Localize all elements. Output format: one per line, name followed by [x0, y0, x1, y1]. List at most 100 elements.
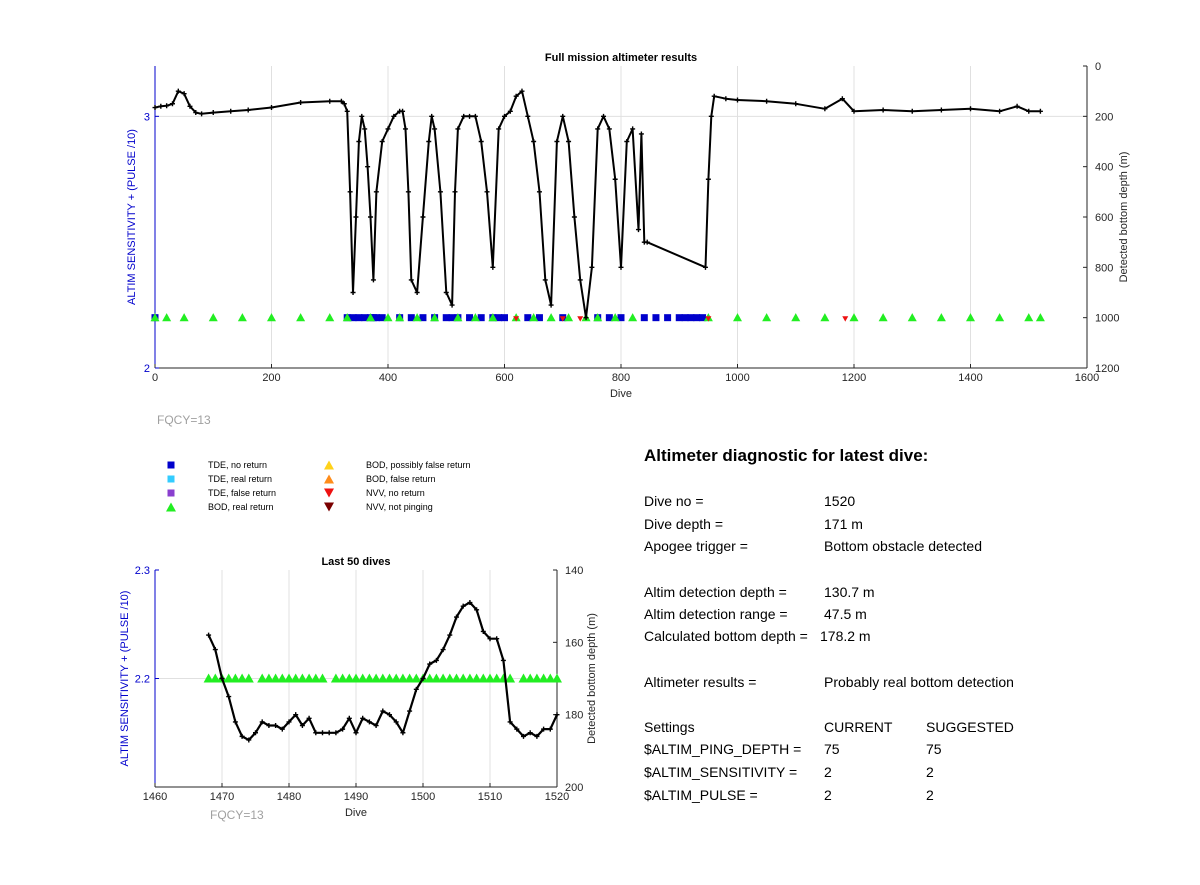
depth-point-marker: [353, 214, 359, 220]
depth-point-marker: [373, 723, 379, 729]
bod-real-return-marker: [593, 313, 603, 322]
depth-point-marker: [360, 715, 366, 721]
y-left-tick-label: 2.3: [135, 565, 150, 577]
depth-point-marker: [638, 131, 644, 137]
bod-real-return-marker: [290, 673, 301, 683]
depth-point-marker: [554, 712, 560, 718]
bod-real-return-marker: [438, 673, 449, 683]
bod-real-return-marker: [397, 673, 408, 683]
bod-real-return-marker: [162, 313, 172, 322]
diag-row-apogee-trigger: Apogee trigger = Bottom obstacle detecte…: [644, 538, 982, 554]
depth-point-marker: [467, 113, 473, 119]
depth-point-marker: [432, 126, 438, 132]
x-tick-label: 600: [495, 372, 513, 384]
depth-point-marker: [426, 139, 432, 144]
diag-row-calculated-bottom: Calculated bottom depth = 178.2 m: [644, 628, 871, 644]
depth-point-marker: [320, 730, 325, 736]
x-tick-label: 1200: [842, 372, 866, 384]
bod-real-return-marker: [505, 673, 516, 683]
y-right-tick-label: 400: [1095, 162, 1113, 174]
depth-point-marker: [519, 88, 525, 94]
depth-point-marker: [521, 733, 526, 739]
depth-point-marker: [391, 113, 397, 119]
bod-real-return-marker: [412, 313, 422, 322]
depth-point-marker: [420, 676, 426, 681]
depth-point-marker: [595, 126, 601, 132]
tde-no-return-marker: [617, 314, 625, 322]
bod-real-return-marker: [296, 313, 306, 322]
legend: TDE, no return TDE, real return TDE, fal…: [160, 456, 500, 516]
depth-point-marker: [298, 99, 304, 105]
depth-point-marker: [702, 264, 708, 270]
depth-point-marker: [273, 723, 279, 729]
depth-point-marker: [344, 108, 350, 114]
bod-real-return-marker: [546, 313, 556, 322]
depth-point-marker: [350, 290, 356, 295]
depth-point-marker: [723, 96, 729, 102]
tde-no-return-marker: [687, 314, 695, 322]
depth-point-marker: [212, 647, 218, 653]
bod-real-return-marker: [150, 313, 160, 322]
bod-real-return-marker: [820, 313, 830, 322]
depth-point-marker: [447, 632, 453, 638]
nvv-no-return-marker: [705, 316, 712, 322]
depth-point-marker: [500, 657, 506, 663]
depth-point-marker: [484, 189, 490, 195]
depth-point-marker: [612, 176, 618, 182]
legend-triangle-up-icon: [324, 460, 334, 470]
depth-point-marker: [433, 657, 439, 663]
depth-point-marker: [880, 107, 886, 113]
depth-point-marker: [380, 708, 386, 714]
bod-real-return-marker: [310, 673, 321, 683]
bod-real-return-marker: [404, 673, 415, 683]
y-axis-label-right: Detected bottom depth (m): [586, 613, 598, 744]
depth-point-marker: [407, 708, 413, 714]
depth-point-marker: [851, 108, 857, 114]
x-tick-label: 1600: [1075, 372, 1099, 384]
bod-real-return-marker: [223, 673, 234, 683]
depth-point-marker: [606, 126, 612, 132]
depth-point-marker: [152, 105, 158, 111]
tde-no-return-marker: [407, 314, 415, 322]
depth-point-marker: [313, 730, 319, 736]
bod-real-return-marker: [351, 673, 361, 683]
x-tick-label: 1000: [725, 372, 749, 384]
depth-point-marker: [232, 719, 238, 725]
bod-real-return-marker: [907, 313, 917, 322]
depth-point-marker: [385, 126, 391, 132]
depth-point-marker: [514, 726, 520, 732]
y-axis-label-right: Detected bottom depth (m): [1118, 152, 1130, 283]
depth-point-marker: [513, 93, 519, 99]
x-tick-label: 1460: [143, 791, 167, 803]
depth-point-marker: [764, 98, 770, 104]
x-tick-label: 400: [379, 372, 397, 384]
depth-point-marker: [793, 101, 799, 107]
depth-point-marker: [536, 189, 542, 195]
depth-point-marker: [735, 97, 740, 103]
depth-point-marker: [440, 647, 446, 653]
depth-point-marker: [1037, 108, 1043, 114]
depth-point-marker: [583, 315, 589, 321]
tde-no-return-marker: [495, 314, 503, 322]
depth-point-marker: [413, 686, 419, 692]
bod-real-return-marker: [330, 673, 341, 683]
y-right-tick-label: 200: [1095, 111, 1113, 123]
tde-no-return-marker: [419, 314, 427, 322]
bod-real-return-marker: [384, 673, 395, 683]
bod-real-return-marker: [545, 673, 556, 683]
tde-no-return-marker: [535, 314, 543, 322]
bod-real-return-marker: [395, 313, 405, 322]
depth-point-marker: [408, 277, 414, 283]
tde-no-return-marker: [681, 314, 689, 322]
depth-point-marker: [193, 110, 199, 116]
depth-point-marker: [705, 176, 711, 182]
y-left-tick-label: 3: [144, 111, 150, 123]
bod-real-return-marker: [357, 673, 368, 683]
depth-point-marker: [531, 139, 537, 144]
bod-real-return-marker: [366, 313, 376, 322]
bod-real-return-marker: [317, 673, 328, 683]
bod-real-return-marker: [210, 673, 221, 683]
depth-point-marker: [589, 264, 595, 270]
depth-point-marker: [1026, 108, 1032, 114]
bod-real-return-marker: [444, 673, 455, 683]
